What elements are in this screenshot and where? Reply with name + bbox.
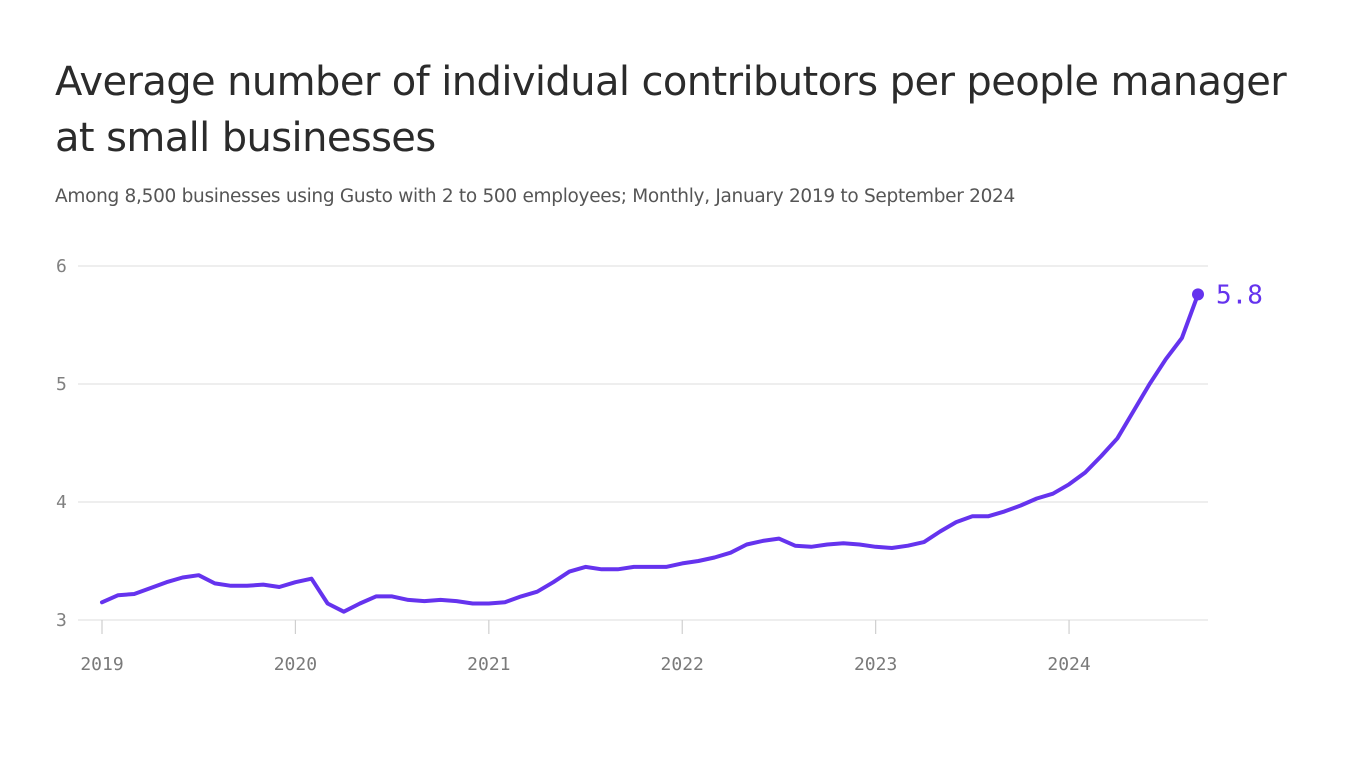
y-tick-label-6: 6 [56, 256, 67, 277]
series-layer: 5.8 [100, 280, 1263, 614]
end-value-label: 5.8 [1216, 280, 1263, 310]
chart-subtitle: Among 8,500 businesses using Gusto with … [55, 186, 1015, 207]
x-tick-label-2021: 2021 [467, 654, 510, 675]
y-tick-label-5: 5 [56, 374, 67, 395]
axis-ticks: 3 4 5 6 2019 2020 2021 2022 2023 2024 [56, 256, 1091, 675]
chart-title: Average number of individual contributor… [55, 59, 1287, 161]
y-tick-label-3: 3 [56, 610, 67, 631]
end-point-marker [1192, 288, 1204, 301]
x-tick-label-2024: 2024 [1047, 654, 1090, 675]
x-tick-label-2019: 2019 [80, 654, 123, 675]
grid-lines [78, 265, 1208, 621]
x-tick-label-2022: 2022 [661, 654, 704, 675]
x-tick-label-2023: 2023 [854, 654, 897, 675]
x-tick-label-2020: 2020 [274, 654, 317, 675]
y-tick-label-4: 4 [56, 492, 67, 513]
series-line-0 [100, 292, 1200, 614]
